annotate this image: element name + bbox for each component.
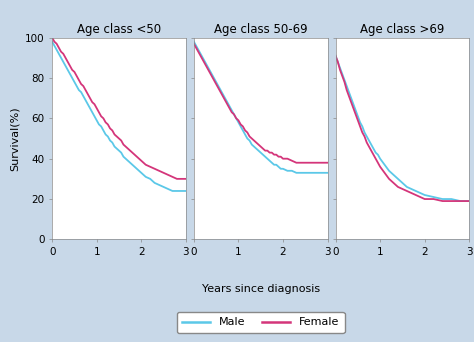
Legend: Male, Female: Male, Female: [177, 312, 345, 333]
Title: Age class >69: Age class >69: [360, 24, 445, 37]
Text: Years since diagnosis: Years since diagnosis: [201, 284, 320, 294]
Y-axis label: Survival(%): Survival(%): [9, 106, 19, 171]
Title: Age class <50: Age class <50: [77, 24, 161, 37]
Title: Age class 50-69: Age class 50-69: [214, 24, 308, 37]
